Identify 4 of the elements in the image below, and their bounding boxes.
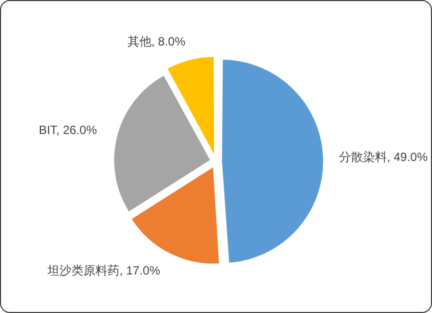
- slice-label: 分散染料, 49.0%: [338, 150, 428, 164]
- slice-label: 其他, 8.0%: [127, 34, 186, 49]
- slice-label: BIT, 26.0%: [38, 123, 98, 138]
- slice-label: 坦沙类原料药, 17.0%: [46, 263, 160, 278]
